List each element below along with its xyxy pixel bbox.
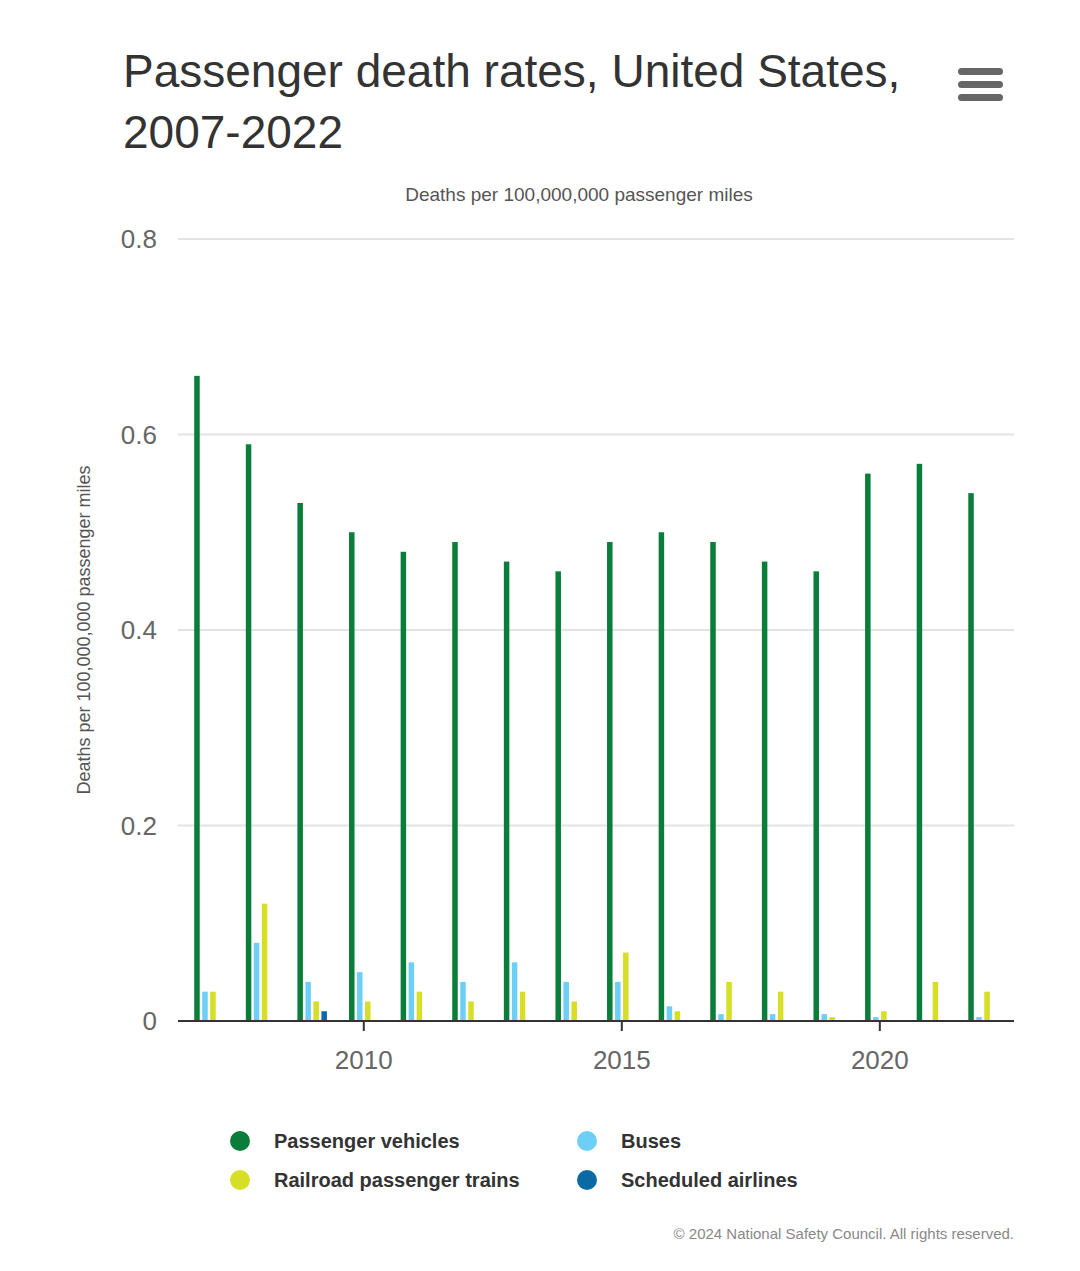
bar: [297, 503, 303, 1021]
bar: [718, 1014, 724, 1021]
bar: [710, 542, 716, 1021]
bar: [615, 982, 621, 1021]
bar: [675, 1011, 681, 1021]
bar: [563, 982, 569, 1021]
y-tick-label: 0.2: [121, 811, 157, 841]
bar: [555, 571, 561, 1021]
y-tick-label: 0.8: [121, 224, 157, 254]
bar: [865, 474, 871, 1021]
bar: [452, 542, 458, 1021]
bar: [623, 953, 629, 1021]
bar: [520, 992, 526, 1021]
bar: [468, 1001, 474, 1021]
y-tick-label: 0: [143, 1006, 157, 1036]
bar: [968, 493, 974, 1021]
grid-line: [178, 238, 1014, 240]
bar: [770, 1014, 776, 1021]
title: Passenger death rates, United States,200…: [123, 45, 900, 158]
legend-marker: [577, 1131, 597, 1151]
bar: [607, 542, 613, 1021]
bar: [262, 904, 268, 1021]
x-tick-label: 2015: [593, 1045, 651, 1075]
bar: [194, 376, 200, 1021]
bar: [984, 992, 990, 1021]
menu-button[interactable]: [958, 68, 1003, 101]
menu-bar: [958, 68, 1003, 75]
menu-bar: [958, 94, 1003, 101]
legend-label: Buses: [621, 1130, 681, 1152]
x-tick-label: 2020: [851, 1045, 909, 1075]
legend-label: Railroad passenger trains: [274, 1169, 520, 1191]
bar: [210, 992, 216, 1021]
y-tick-label: 0.4: [121, 615, 157, 645]
bar: [659, 532, 665, 1021]
bar: [726, 982, 732, 1021]
legend-marker: [230, 1170, 250, 1190]
chart: Passenger death rates, United States,200…: [0, 0, 1080, 1271]
bar: [571, 1001, 577, 1021]
grid-line: [178, 825, 1014, 827]
bar: [504, 562, 510, 1021]
bar: [460, 982, 466, 1021]
bar: [821, 1014, 827, 1021]
bar: [762, 562, 768, 1021]
legend-marker: [230, 1131, 250, 1151]
bar: [202, 992, 208, 1021]
legend-label: Passenger vehicles: [274, 1130, 460, 1152]
bar: [254, 943, 260, 1021]
bar: [401, 552, 407, 1021]
grid-line: [178, 1020, 1014, 1022]
bar: [917, 464, 923, 1021]
bar: [365, 1001, 371, 1021]
x-tick-label: 2010: [335, 1045, 393, 1075]
bar: [933, 982, 939, 1021]
bar: [881, 1011, 887, 1021]
grid-line: [178, 629, 1014, 631]
bar: [313, 1001, 319, 1021]
bar: [321, 1011, 327, 1021]
bar: [246, 444, 252, 1021]
bar: [667, 1006, 673, 1021]
bar: [305, 982, 311, 1021]
bar: [417, 992, 423, 1021]
bars: [194, 376, 990, 1021]
subtitle: Deaths per 100,000,000 passenger miles: [405, 184, 753, 205]
bar: [813, 571, 819, 1021]
legend-label: Scheduled airlines: [621, 1169, 798, 1191]
y-tick-label: 0.6: [121, 420, 157, 450]
menu-bar: [958, 81, 1003, 88]
x-axis-line: [178, 1020, 1014, 1022]
bar: [778, 992, 784, 1021]
bar: [409, 962, 415, 1021]
x-tick: [879, 1021, 881, 1031]
legend: Passenger vehicles Buses Railroad passenge…: [230, 1130, 798, 1191]
y-axis-label: Deaths per 100,000,000 passenger miles: [74, 465, 94, 794]
bar: [349, 532, 355, 1021]
x-tick: [363, 1021, 365, 1031]
bar: [512, 962, 518, 1021]
legend-marker: [577, 1170, 597, 1190]
grid-line: [178, 434, 1014, 436]
bar: [357, 972, 363, 1021]
credits: © 2024 National Safety Council. All righ…: [674, 1225, 1014, 1242]
x-tick: [621, 1021, 623, 1031]
